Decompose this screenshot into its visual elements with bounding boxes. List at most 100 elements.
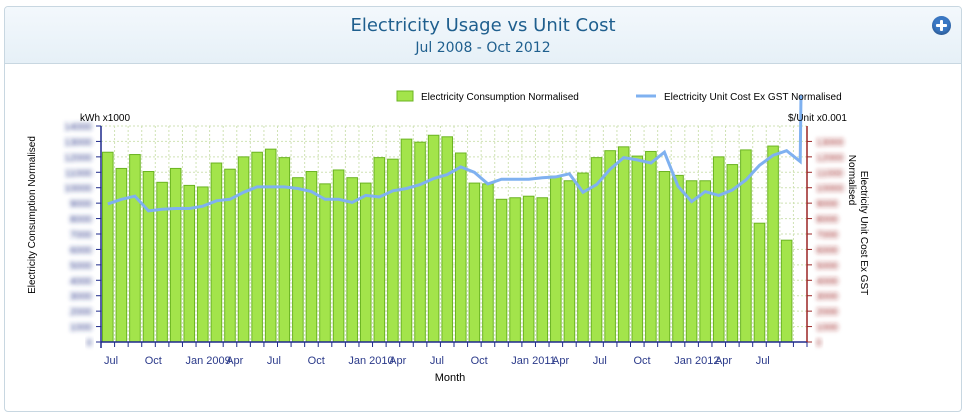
x-tick-label: Jul — [267, 355, 281, 367]
legend: Electricity Consumption Normalised Elect… — [396, 90, 842, 103]
bar — [536, 197, 549, 343]
unit-cost-line — [107, 95, 803, 213]
bar — [509, 197, 521, 343]
x-tick-label: Oct — [145, 355, 162, 367]
bar — [563, 180, 576, 343]
bar — [373, 157, 386, 343]
x-tick-label: Apr — [715, 355, 732, 367]
y2-unit-label: $/Unit x0.001 — [788, 113, 847, 124]
y-axis-title: Electricity Consumption Normalised — [27, 136, 38, 294]
y-tick-label: 2000 — [70, 307, 93, 318]
y2-tick-labels: 0 1000 2000 3000 4000 5000 6000 7000 8000 9000 100… — [816, 137, 844, 349]
bar — [753, 222, 766, 343]
x-axis-title: Month — [435, 372, 466, 384]
y2-tick-label: 8000 — [816, 215, 839, 226]
x-tick-label: Apr — [552, 355, 569, 367]
y-tick-label: 14000 — [64, 122, 92, 133]
bar — [685, 180, 698, 343]
bar — [550, 175, 562, 343]
legend-item-consumption[interactable]: Electricity Consumption Normalised — [396, 90, 579, 103]
y-tick-labels: 0 1000 2000 3000 4000 5000 6000 7000 8000 9000 100… — [64, 122, 92, 349]
y2-tick-label: 13000 — [816, 137, 844, 148]
bar — [142, 171, 155, 343]
y-tick-label: 9000 — [70, 199, 93, 210]
y-unit-label: kWh x1000 — [80, 113, 130, 124]
y-tick-label: 7000 — [70, 230, 93, 241]
bar — [169, 167, 182, 343]
legend-label-consumption: Electricity Consumption Normalised — [421, 92, 579, 103]
y-tick-label: 3000 — [70, 292, 93, 303]
bar — [264, 148, 277, 343]
bar — [780, 239, 793, 343]
y-tick-label: 11000 — [65, 168, 93, 179]
x-tick-label: Jan 2011 — [511, 355, 555, 367]
legend-item-unit-cost[interactable]: Electricity Unit Cost Ex GST Normalised — [636, 92, 842, 103]
y-tick-label: 13000 — [64, 137, 92, 148]
y2-tick-label: 1000 — [816, 323, 839, 334]
bar — [604, 150, 616, 343]
bar — [115, 167, 128, 343]
bar — [210, 162, 223, 343]
x-tick-label: Apr — [389, 355, 406, 367]
x-tick-label: Jan 2009 — [185, 355, 230, 367]
y-tick-label: 5000 — [70, 261, 93, 272]
bar — [699, 180, 711, 343]
bar — [427, 134, 440, 343]
x-tick-label: Jan 2010 — [348, 355, 393, 367]
bar — [495, 198, 508, 343]
y2-axis-title-line1: Electricity Unit Cost Ex GST — [858, 171, 869, 295]
y2-tick-label: 5000 — [816, 261, 839, 272]
bar — [197, 186, 209, 343]
bar — [414, 141, 426, 343]
legend-label-unit-cost: Electricity Unit Cost Ex GST Normalised — [664, 92, 842, 103]
y2-axis-title: Electricity Unit Cost Ex GST Normalised — [846, 155, 869, 296]
x-tick-label: Apr — [226, 355, 243, 367]
bar — [101, 151, 114, 343]
bar — [454, 152, 467, 343]
x-tick-label: Jul — [104, 355, 118, 367]
bar — [278, 157, 291, 343]
bar — [522, 195, 535, 343]
bar — [712, 156, 725, 343]
bar — [319, 183, 331, 343]
x-tick-label: Oct — [634, 355, 651, 367]
y2-tick-label: 3000 — [816, 292, 839, 303]
y2-tick-label: 6000 — [816, 245, 839, 256]
bar — [359, 182, 372, 343]
y2-tick-label: 0 — [816, 338, 822, 349]
bar — [251, 151, 263, 343]
y-tick-label: 6000 — [70, 245, 93, 256]
bar — [617, 146, 630, 343]
bar — [631, 155, 644, 343]
x-tick-label: Jul — [430, 355, 444, 367]
bar — [672, 174, 684, 343]
bar — [292, 177, 304, 343]
x-tick-label: Jan 2012 — [674, 355, 719, 367]
bar — [387, 158, 399, 343]
x-tick-label: Oct — [308, 355, 325, 367]
y-tick-label: 0 — [86, 338, 92, 349]
x-tick-label: Jul — [593, 355, 607, 367]
bar — [767, 145, 779, 343]
bar — [332, 169, 345, 343]
y-tick-label: 12000 — [64, 153, 92, 164]
plus-circle-icon[interactable] — [932, 16, 951, 35]
y-tick-label: 8000 — [70, 215, 93, 226]
y2-tick-label: 11000 — [816, 168, 844, 179]
bar — [237, 156, 250, 343]
x-tick-label: Oct — [471, 355, 488, 367]
legend-swatch-bar — [396, 90, 414, 102]
y-tick-label: 1000 — [70, 323, 93, 334]
bar — [305, 171, 318, 343]
y2-tick-label: 9000 — [816, 199, 839, 210]
chart-title: Electricity Usage vs Unit Cost — [350, 15, 616, 36]
panel-header: Electricity Usage vs Unit Cost Jul 2008 … — [5, 7, 961, 64]
bar — [441, 136, 454, 343]
y2-axis-title-line2: Normalised — [846, 155, 857, 206]
y2-tick-label: 12000 — [816, 153, 844, 164]
y2-tick-label: 10000 — [816, 184, 844, 195]
x-tick-label: Jul — [756, 355, 770, 367]
chart-subtitle: Jul 2008 - Oct 2012 — [415, 40, 551, 56]
